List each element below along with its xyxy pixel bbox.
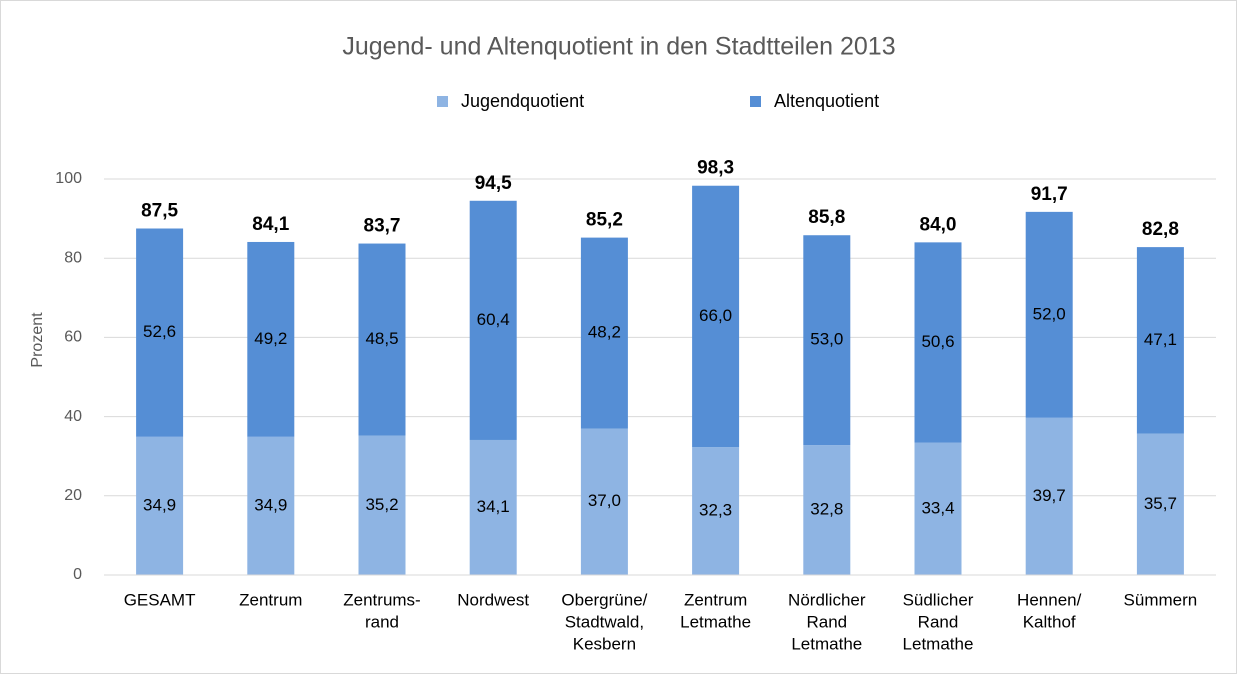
- value-label: 32,3: [699, 501, 732, 520]
- x-tick-label: Nordwest: [457, 590, 529, 609]
- legend-label: Jugendquotient: [461, 91, 584, 111]
- x-tick-label: Südlicher: [903, 590, 974, 609]
- bar-segment: [136, 436, 184, 575]
- bar-segment: [803, 445, 851, 575]
- legend-label: Altenquotient: [774, 91, 879, 111]
- total-label: 84,0: [920, 214, 957, 235]
- bar-segment: [358, 435, 406, 575]
- value-label: 52,0: [1033, 304, 1066, 323]
- bar-segment: [1025, 211, 1073, 418]
- value-label: 39,7: [1033, 486, 1066, 505]
- x-tick-label: Zentrum: [684, 590, 747, 609]
- value-label: 34,1: [477, 497, 510, 516]
- x-tick-label: Obergrüne/: [561, 590, 647, 609]
- value-label: 34,9: [143, 495, 176, 514]
- x-tick-label: Letmathe: [680, 612, 751, 631]
- bar-segment: [469, 439, 517, 575]
- total-label: 82,8: [1142, 219, 1179, 240]
- total-label: 91,7: [1031, 184, 1068, 205]
- bar-segment: [247, 436, 295, 575]
- y-tick-label: 60: [64, 329, 82, 346]
- x-tick-label: Rand: [918, 612, 959, 631]
- value-label: 66,0: [699, 306, 732, 325]
- bar-segment: [692, 447, 740, 575]
- value-label: 33,4: [921, 498, 954, 517]
- value-label: 48,2: [588, 323, 621, 342]
- bar-segment: [1136, 247, 1184, 434]
- value-label: 35,7: [1144, 494, 1177, 513]
- total-label: 83,7: [364, 216, 401, 237]
- y-tick-label: 100: [55, 170, 82, 187]
- value-label: 34,9: [254, 495, 287, 514]
- legend-swatch: [750, 96, 761, 107]
- bar-segment: [803, 235, 851, 446]
- chart-title: Jugend- und Altenquotient in den Stadtte…: [342, 33, 895, 61]
- value-label: 37,0: [588, 491, 621, 510]
- bar-segment: [580, 237, 628, 429]
- bar-segment: [1136, 433, 1184, 575]
- x-tick-label: GESAMT: [124, 590, 196, 609]
- total-label: 85,2: [586, 210, 623, 231]
- value-label: 49,2: [254, 329, 287, 348]
- bar-segment: [692, 185, 740, 448]
- bar-segment: [358, 243, 406, 436]
- bar-segment: [469, 200, 517, 440]
- value-label: 48,5: [365, 329, 398, 348]
- value-label: 52,6: [143, 322, 176, 341]
- bar-segment: [580, 428, 628, 575]
- total-label: 98,3: [697, 158, 734, 179]
- bar-segment: [247, 241, 295, 437]
- x-tick-label: Kesbern: [573, 634, 636, 653]
- bar-segment: [914, 242, 962, 443]
- total-label: 84,1: [252, 214, 289, 235]
- value-label: 32,8: [810, 500, 843, 519]
- x-tick-label: Letmathe: [791, 634, 862, 653]
- x-tick-label: Rand: [806, 612, 847, 631]
- y-tick-label: 0: [73, 566, 82, 583]
- x-tick-label: Sümmern: [1124, 590, 1198, 609]
- y-tick-label: 80: [64, 249, 82, 266]
- bar-segment: [1025, 417, 1073, 575]
- total-label: 87,5: [141, 201, 178, 222]
- x-tick-label: Kalthof: [1023, 612, 1076, 631]
- x-tick-label: Nördlicher: [788, 590, 866, 609]
- value-label: 60,4: [477, 310, 510, 329]
- bar-segment: [136, 228, 184, 437]
- total-label: 85,8: [808, 207, 845, 228]
- total-label: 94,5: [475, 173, 512, 194]
- x-tick-label: Letmathe: [903, 634, 974, 653]
- value-label: 53,0: [810, 330, 843, 349]
- x-tick-label: Zentrums-: [343, 590, 420, 609]
- y-tick-label: 40: [64, 408, 82, 425]
- x-tick-label: rand: [365, 612, 399, 631]
- value-label: 50,6: [921, 332, 954, 351]
- y-axis-label: Prozent: [29, 312, 46, 368]
- value-label: 35,2: [365, 495, 398, 514]
- y-tick-label: 20: [64, 487, 82, 504]
- legend-swatch: [437, 96, 448, 107]
- bar-segment: [914, 442, 962, 575]
- x-tick-label: Stadtwald,: [565, 612, 644, 631]
- value-label: 47,1: [1144, 330, 1177, 349]
- x-tick-label: Hennen/: [1017, 590, 1082, 609]
- x-tick-label: Zentrum: [239, 590, 302, 609]
